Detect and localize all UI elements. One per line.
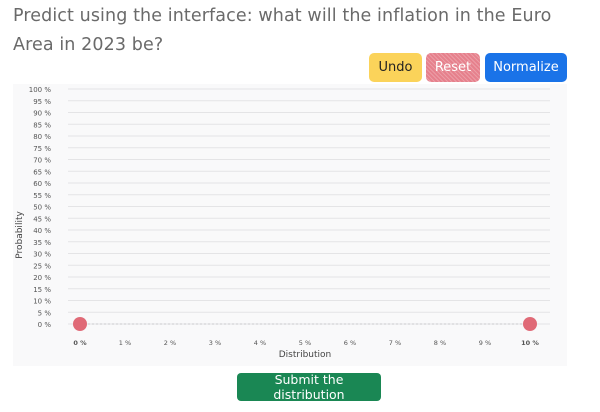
submit-distribution-button[interactable]: Submit the distribution [237,373,381,401]
probability-chart[interactable]: 0 % 5 % 10 % 15 % 20 % 25 % 30 % 35 % 40 % 45 % 50… [13,84,567,366]
reset-button[interactable]: Reset [426,53,480,82]
normalize-button[interactable]: Normalize [485,53,567,82]
y-tick-label: 65 % [33,168,51,176]
x-tick-label: 7 % [389,339,401,347]
x-tick-label: 5 % [299,339,311,347]
y-tick-label: 10 % [33,298,51,306]
y-tick-label: 80 % [33,133,51,141]
distribution-point-handle[interactable] [523,317,537,331]
y-tick-label: 0 % [38,321,52,329]
x-tick-label: 3 % [209,339,221,347]
x-tick-label: 1 % [119,339,131,347]
y-axis-label: Probability [15,211,25,259]
y-tick-label: 95 % [33,98,51,106]
y-tick-label: 85 % [33,121,51,129]
y-tick-label: 5 % [38,309,52,317]
y-tick-label: 55 % [33,192,51,200]
y-tick-label: 70 % [33,157,51,165]
x-tick-label: 2 % [164,339,176,347]
y-tick-label: 50 % [33,204,51,212]
x-axis-label: Distribution [279,350,332,360]
chart-panel: 0 % 5 % 10 % 15 % 20 % 25 % 30 % 35 % 40 % 45 % 50… [13,84,567,366]
y-tick-label: 45 % [33,215,51,223]
y-tick-label: 40 % [33,227,51,235]
x-tick-label: 0 % [73,339,87,347]
y-tick-label: 75 % [33,145,51,153]
y-tick-label: 15 % [33,286,51,294]
x-tick-label: 4 % [254,339,266,347]
y-tick-label: 60 % [33,180,51,188]
y-tick-label: 35 % [33,239,51,247]
x-tick-label: 10 % [521,339,539,347]
y-tick-label: 20 % [33,274,51,282]
undo-button[interactable]: Undo [369,53,422,82]
y-tick-label: 100 % [29,86,52,94]
x-tick-label: 6 % [344,339,356,347]
y-tick-label: 30 % [33,251,51,259]
question-text: Predict using the interface: what will t… [13,2,573,60]
x-tick-label: 8 % [434,339,446,347]
y-tick-label: 90 % [33,110,51,118]
distribution-point-handle[interactable] [73,317,87,331]
x-tick-label: 9 % [479,339,491,347]
y-tick-label: 25 % [33,262,51,270]
